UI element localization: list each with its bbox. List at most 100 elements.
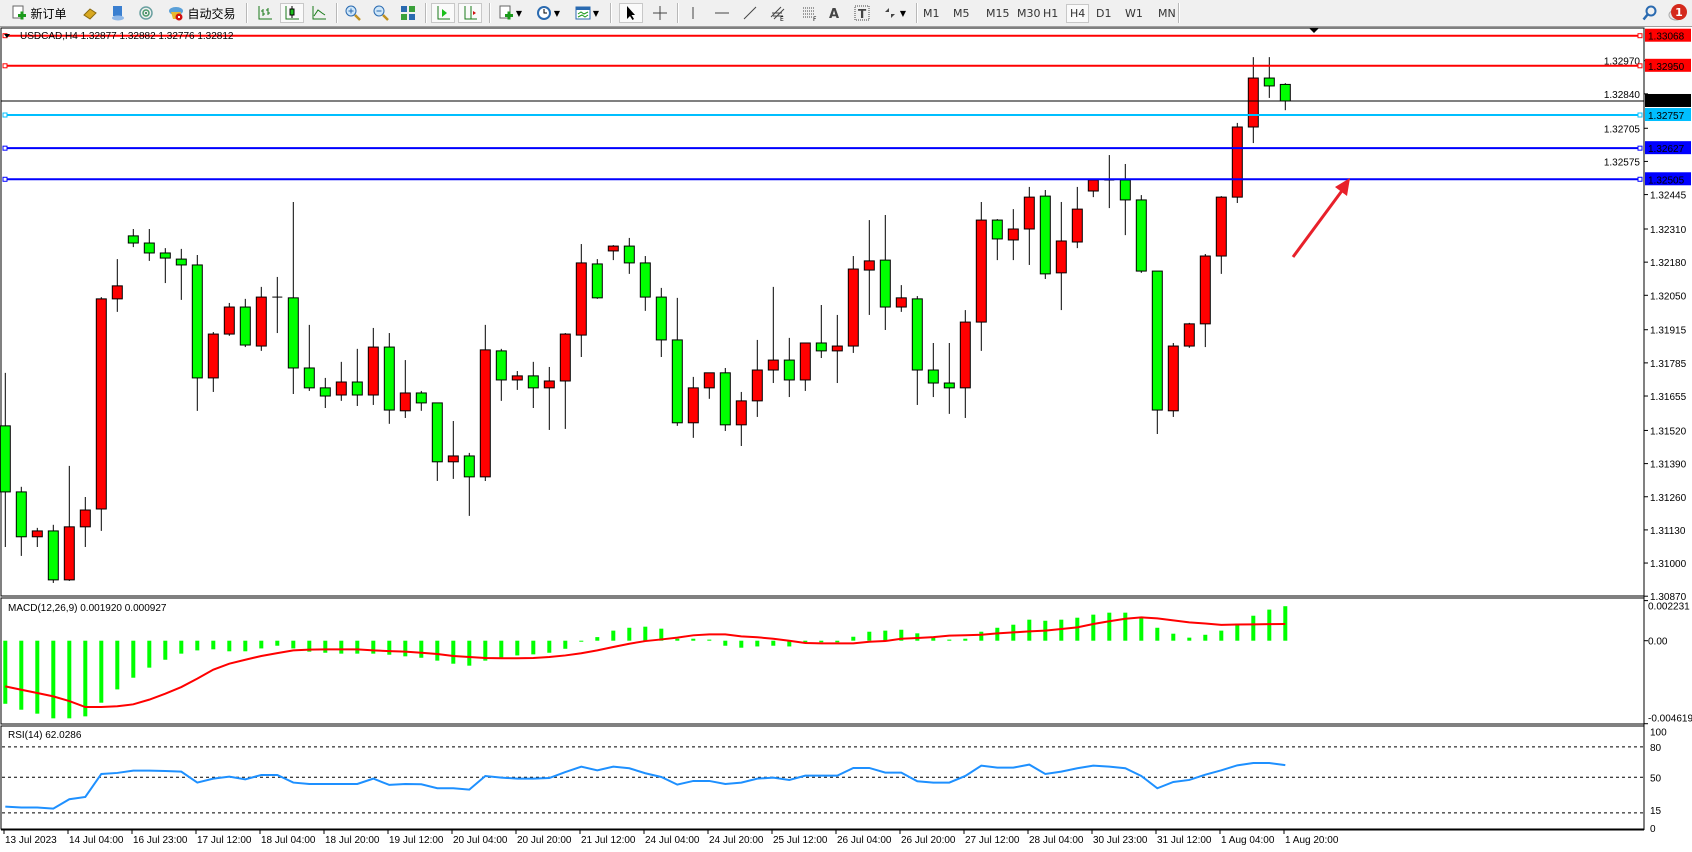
templates-button[interactable]: ▼ [572,3,602,23]
toolbar-separator [425,3,427,23]
chart-canvas[interactable]: 1.32970 1.32840 1.32705 1.32575 1.32445 1.323… [0,27,1692,852]
candle-bear [143,242,155,254]
level-anchor-handle[interactable] [2,176,8,182]
auto-trading-button[interactable]: 自动交易 [163,3,241,23]
horizontal-line-button[interactable] [711,3,733,23]
timeframe-m30[interactable]: M30 [1017,7,1041,20]
timeframe-h4[interactable]: H4 [1066,4,1090,23]
cursor-button[interactable] [619,3,643,23]
equidistant-channel-button[interactable]: E [767,3,789,23]
macd-signal-line [5,616,1286,709]
candle-bear [783,359,795,381]
annotation-arrow-head-icon[interactable] [1335,178,1350,196]
candle-bear [191,264,203,379]
candle-bear [671,339,683,424]
time-label: 30 Jul 23:00 [1093,835,1148,846]
level-anchor-handle[interactable] [2,112,8,118]
periods-button[interactable]: ▼ [533,3,563,23]
macd-histogram-bar [323,640,328,653]
candlestick-button[interactable] [280,3,304,23]
fibonacci-button[interactable]: F [799,3,821,23]
navigator-button[interactable] [108,3,128,23]
tile-windows-button[interactable] [397,3,419,23]
price-tick-label: 1.31655 [1650,392,1687,403]
candle-bull [255,296,267,347]
level-anchor-handle[interactable] [1637,33,1643,39]
macd-histogram-bar [803,640,808,643]
candle-bear [431,402,443,463]
text-label-button[interactable]: T [852,3,872,23]
templates-icon [575,6,591,20]
price-tick-label: 1.31000 [1650,559,1687,570]
timeframe-h1[interactable]: H1 [1043,7,1059,20]
timeframe-m15[interactable]: M15 [986,7,1010,20]
time-label: 17 Jul 12:00 [197,835,252,846]
time-label: 24 Jul 20:00 [709,835,764,846]
chart-window[interactable]: 1.32970 1.32840 1.32705 1.32575 1.32445 1.323… [0,27,1692,852]
line-chart-button[interactable] [308,3,330,23]
timeframe-m5[interactable]: M5 [953,7,970,20]
macd-histogram-bar [195,640,200,651]
macd-histogram-bar [611,630,616,641]
timeframe-m1[interactable]: M1 [923,7,940,20]
candle-bull [511,375,523,381]
market-watch-button[interactable] [80,3,100,23]
price-tick-label: 1.32180 [1650,258,1687,269]
timeframe-w1[interactable]: W1 [1125,7,1143,20]
level-anchor-handle[interactable] [1637,112,1643,118]
macd-histogram-bar [771,640,776,646]
candle-bull [847,268,859,347]
chevron-down-icon: ▼ [515,8,523,18]
timeframe-mn[interactable]: MN [1158,7,1176,20]
macd-histogram-bar [131,640,136,678]
search-icon [1642,5,1657,21]
zoom-in-button[interactable] [342,3,364,23]
bar-chart-button[interactable] [254,3,276,23]
time-label: 1 Aug 04:00 [1221,835,1275,846]
indicators-button[interactable]: ▼ [495,3,525,23]
timeframe-d1[interactable]: D1 [1096,7,1112,20]
level-anchor-handle[interactable] [2,63,8,69]
candle-bear [287,297,299,369]
candle-bull [1183,323,1195,347]
candle-bear [239,306,251,346]
macd-histogram-bar [1059,619,1064,641]
macd-histogram-bar [51,640,56,719]
macd-histogram-bar [1123,612,1128,641]
signals-button[interactable] [136,3,156,23]
search-button[interactable] [1640,3,1660,23]
level-anchor-handle[interactable] [1637,63,1643,69]
candle-bear [591,263,603,299]
candle-bear [127,235,139,244]
svg-text:T: T [858,7,867,21]
rsi-axis-label: 80 [1650,743,1662,754]
text-button[interactable]: A [824,3,844,23]
notifications-button[interactable]: 1 [1664,3,1690,23]
candle-bull [751,369,763,402]
time-label: 13 Jul 2023 [5,835,57,846]
candle-bear [495,350,507,381]
candle-bear [927,369,939,384]
macd-histogram-bar [1155,627,1160,641]
new-order-button[interactable]: 新订单 [6,3,72,23]
macd-histogram-bar [275,640,280,646]
macd-histogram-bar [1219,630,1224,641]
vertical-line-button[interactable] [683,3,703,23]
chart-shift-button[interactable] [431,3,455,23]
chart-shift-marker-icon[interactable] [1309,28,1319,33]
macd-histogram-bar [723,640,728,646]
zoom-out-button[interactable] [370,3,392,23]
level-anchor-handle[interactable] [2,145,8,151]
macd-histogram-bar [355,640,360,654]
toolbar-separator [489,3,491,23]
level-anchor-handle[interactable] [1637,176,1643,182]
macd-histogram-bar [403,640,408,657]
level-anchor-handle[interactable] [1637,145,1643,151]
arrows-button[interactable]: ▼ [878,3,910,23]
annotation-arrow-line[interactable] [1291,187,1346,258]
auto-scroll-button[interactable] [458,3,482,23]
macd-histogram-bar [691,638,696,641]
trendline-button[interactable] [739,3,761,23]
symbol-menu-icon[interactable] [4,34,10,38]
crosshair-button[interactable] [649,3,671,23]
